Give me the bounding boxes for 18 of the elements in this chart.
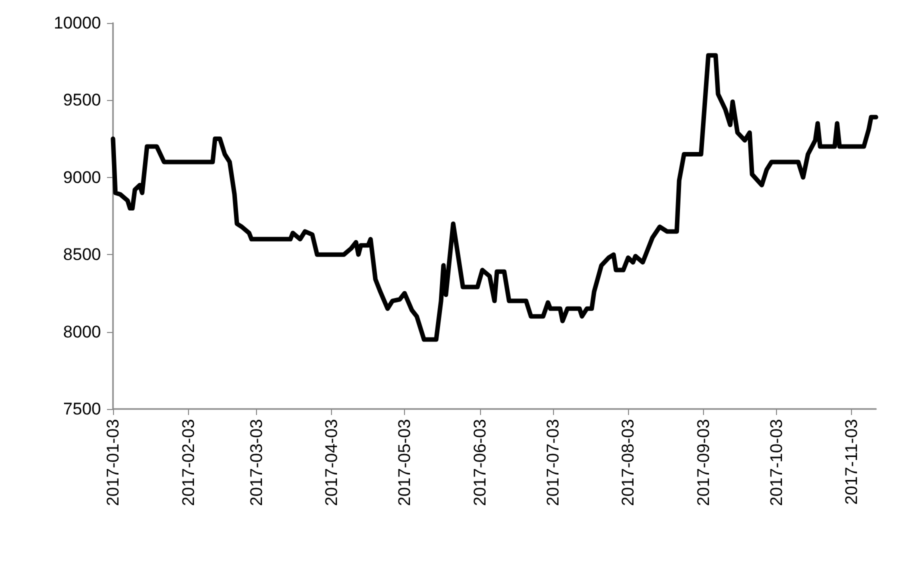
line-series xyxy=(110,53,878,342)
x-tick-label: 2017-07-03 xyxy=(543,419,562,506)
x-tick-label: 2017-11-03 xyxy=(842,419,862,505)
x-tick-label: 2017-08-03 xyxy=(618,419,638,506)
y-tick-label: 8000 xyxy=(63,322,101,342)
y-tick-label: 8500 xyxy=(63,245,101,264)
y-tick-label: 9000 xyxy=(63,168,101,187)
x-tick-label: 2017-02-03 xyxy=(178,419,198,506)
x-tick-label: 2017-06-03 xyxy=(470,419,490,506)
y-tick-label: 7500 xyxy=(63,400,101,418)
y-tick-label: 10000 xyxy=(54,14,101,32)
y-tick-label: 9500 xyxy=(63,90,101,110)
x-tick-label: 2017-09-03 xyxy=(694,419,713,506)
x-tick-label: 2017-10-03 xyxy=(766,419,786,506)
x-tick-label: 2017-05-03 xyxy=(395,419,414,506)
x-tick-label: 2017-04-03 xyxy=(322,419,342,506)
x-tick-label: 2017-03-03 xyxy=(246,419,266,506)
x-tick-label: 2017-01-03 xyxy=(104,419,122,506)
